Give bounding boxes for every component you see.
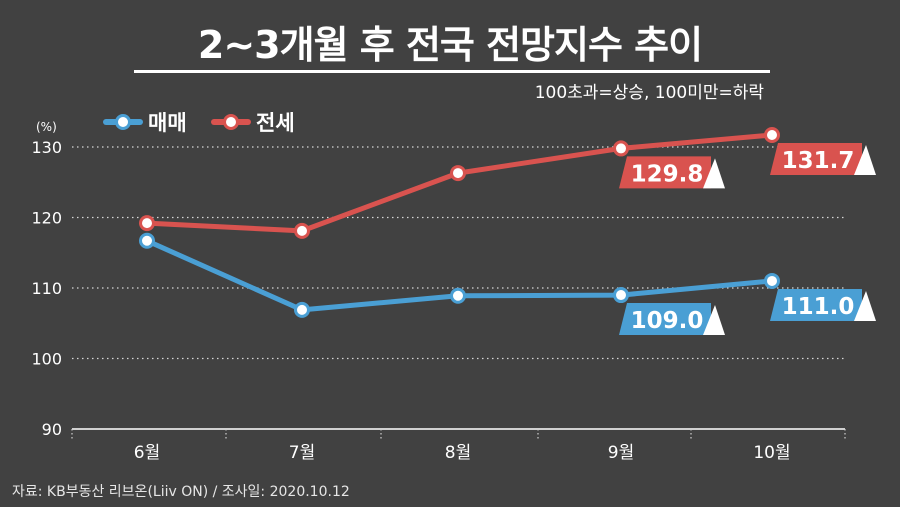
x-tick-label: 10월: [753, 443, 790, 463]
data-label-box: [619, 156, 711, 189]
y-tick-label: 110: [31, 279, 62, 298]
legend-item-sale: 매매: [103, 111, 187, 135]
data-point: [139, 215, 155, 232]
data-label: 109.0: [619, 303, 725, 336]
chart-subtitle: 100초과=상승, 100미만=하락: [534, 83, 764, 103]
data-label-pointer: [854, 145, 876, 176]
data-label: 131.7: [770, 143, 876, 176]
data-label: 129.8: [619, 156, 725, 189]
legend-marker-jeonse: [223, 114, 239, 130]
legend: 매매 전세: [103, 111, 295, 135]
data-point: [764, 272, 780, 289]
source-note: 자료: KB부동산 리브온(Liiv ON) / 조사일: 2020.10.12: [12, 484, 350, 500]
x-tick-label: 6월: [134, 443, 160, 463]
series: [139, 127, 780, 318]
data-label-pointer: [703, 158, 725, 189]
data-point: [450, 165, 466, 182]
data-point: [139, 232, 155, 249]
y-tick-label: 100: [31, 350, 62, 369]
data-label-text: 129.8: [631, 161, 704, 187]
chart-title: 2~3개월 후 전국 전망지수 추이: [197, 23, 703, 67]
x-tick-label: 7월: [289, 443, 315, 463]
data-label-box: [770, 288, 862, 321]
legend-item-jeonse: 전세: [211, 111, 295, 135]
data-label: 111.0: [770, 288, 876, 321]
data-label-pointer: [703, 305, 725, 336]
x-tick-label: 8월: [445, 443, 471, 463]
data-labels: 109.0 111.0 129.8 131.7: [619, 143, 876, 336]
x-tick-label: 9월: [608, 443, 634, 463]
data-label-pointer: [854, 290, 876, 321]
data-label-box: [619, 303, 711, 336]
legend-label-jeonse: 전세: [256, 111, 295, 135]
title-underline: [134, 70, 770, 73]
data-point: [294, 301, 310, 318]
legend-label-sale: 매매: [148, 111, 187, 135]
y-tick-label: 90: [42, 420, 62, 439]
data-point: [764, 127, 780, 144]
legend-marker-sale: [115, 114, 131, 130]
data-point: [613, 140, 629, 157]
data-point: [613, 287, 629, 304]
data-label-text: 109.0: [631, 308, 704, 334]
series-jeonse: [139, 127, 780, 239]
series-sale: [139, 232, 780, 318]
axes: 130 120 110 100 90 6월 7월 8월 9월 10월: [31, 138, 846, 463]
y-tick-label: 120: [31, 209, 62, 228]
y-axis-unit-label: (%): [36, 120, 57, 134]
y-tick-label: 130: [31, 138, 62, 157]
data-point: [450, 287, 466, 304]
data-label-text: 111.0: [782, 294, 855, 320]
data-point: [294, 222, 310, 239]
data-label-box: [770, 143, 862, 176]
data-label-text: 131.7: [782, 148, 855, 174]
